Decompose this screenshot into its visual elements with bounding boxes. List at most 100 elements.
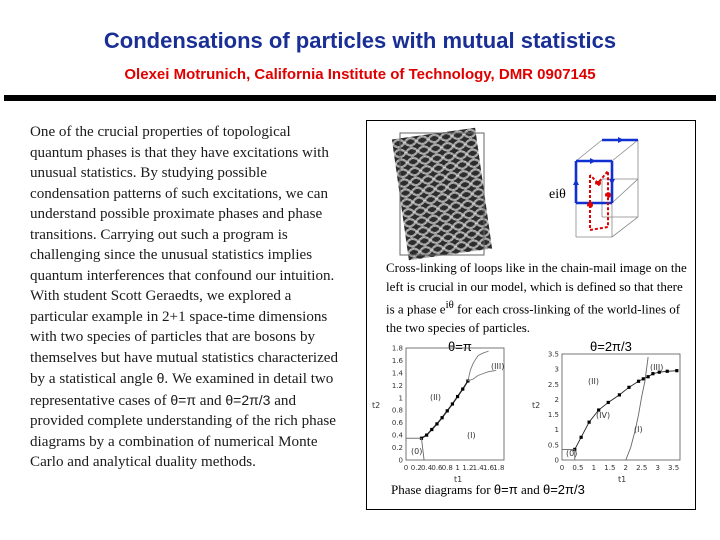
plot2-ytick: 2.5 xyxy=(548,381,559,389)
plot2-data-point xyxy=(617,393,622,397)
plot1-data-point xyxy=(461,387,465,391)
plot2-data-point xyxy=(641,377,645,381)
plot1-ytick: 0.4 xyxy=(392,432,404,440)
plot1-xtick: 0.8 xyxy=(442,464,453,472)
slide-subtitle: Olexei Motrunich, California Institute o… xyxy=(124,66,596,83)
plot2-data-point xyxy=(627,385,631,389)
theta-symbol: θ xyxy=(156,370,165,386)
plot1-region-II: (II) xyxy=(430,393,441,402)
plot2-ylabel: t2 xyxy=(532,401,540,410)
plot1-xtick: 1.2 xyxy=(462,464,473,472)
blue-worldline xyxy=(573,137,638,205)
plot2-region-IV: (IV) xyxy=(596,411,610,420)
plot2-ytick: 0.5 xyxy=(548,441,559,449)
plot1-ytick: 1.4 xyxy=(392,369,404,377)
plot1-data-point xyxy=(440,416,444,420)
body-paragraph: One of the crucial properties of topolog… xyxy=(30,122,344,473)
plot1-series-line xyxy=(467,350,489,382)
plot2-data-point xyxy=(675,369,679,373)
plot1-series-line xyxy=(421,438,425,461)
plot2-xtick: 3.5 xyxy=(668,464,679,472)
plot1-xtick: 1 xyxy=(455,464,459,472)
phase-diagram-theta-pi: 0 0.2 0.4 0.6 0.8 1 1.2 1.4 1.6 1.800.20.40.60.81… xyxy=(372,345,505,485)
plot2-data-point xyxy=(646,375,650,379)
plot2-data-point xyxy=(636,379,641,383)
plot2-series-line xyxy=(562,448,576,460)
plot1-series-line xyxy=(467,369,497,382)
caption2-text: Phase diagrams for xyxy=(391,482,494,497)
plot1-xtick: 0.6 xyxy=(431,464,443,472)
plot2-ytick: 1.5 xyxy=(548,411,559,419)
slide-title: Condensations of particles with mutual s… xyxy=(103,28,617,53)
figure-caption-2: Phase diagrams for θ=π and θ=2π/3 xyxy=(391,482,691,498)
body-text-part2: . We examined in detail two representati… xyxy=(30,371,334,409)
plot1-data-point xyxy=(450,402,455,406)
plot2-ytick: 3 xyxy=(555,366,559,374)
phase-label: eiθ xyxy=(549,187,566,202)
plot2-xtick: 0.5 xyxy=(572,464,583,472)
chain-mail-image xyxy=(391,127,493,261)
plot2-region-0: (0) xyxy=(566,449,577,458)
worldline-cube-diagram xyxy=(573,137,639,238)
plot2-xtick: 1.5 xyxy=(604,464,615,472)
plot2-ytick: 0 xyxy=(555,457,559,465)
plot2-data-point xyxy=(657,370,661,374)
plot2-axes-frame xyxy=(561,353,681,461)
plot2-ytick: 3.5 xyxy=(548,351,559,359)
plot1-axes-frame xyxy=(405,347,505,461)
plot2-xtick: 2 xyxy=(624,464,628,472)
case-theta-pi: θ=π xyxy=(170,391,197,408)
plot1-ytick: 1.2 xyxy=(392,382,403,390)
plot1-ytick: 0.8 xyxy=(392,407,403,415)
plot2-ytick: 1 xyxy=(555,426,559,434)
plot1-xtick: 0 xyxy=(404,464,408,472)
plot2-series-line xyxy=(625,356,649,461)
caption-superscript: iθ xyxy=(445,299,454,311)
plot2-data-point xyxy=(606,400,610,405)
plot2-xtick: 3 xyxy=(655,464,659,472)
plot1-data-point xyxy=(425,433,429,437)
plot1-xlabel: t1 xyxy=(454,475,462,484)
plot2-xtick: 2.5 xyxy=(636,464,647,472)
figure-frame xyxy=(366,120,696,510)
plot1-data-point xyxy=(430,427,434,432)
plot1-series-line xyxy=(421,380,469,439)
caption-text-b: for each cross-linking of the world-line… xyxy=(386,301,681,335)
plot1-ytick: 0.6 xyxy=(392,419,404,427)
divider-bar xyxy=(4,95,716,101)
plot2-data-point xyxy=(597,408,601,412)
caption2-case-2pi3: θ=2π/3 xyxy=(542,482,585,497)
plot1-data-point xyxy=(445,409,449,413)
plot2-xtick: 1 xyxy=(592,464,596,472)
body-and: and xyxy=(196,392,226,409)
plot2-xlabel: t1 xyxy=(618,475,626,484)
plot1-xtick: 1.8 xyxy=(493,464,504,472)
plot1-data-point xyxy=(455,394,460,399)
plot1-ytick: 0 xyxy=(399,457,403,465)
plot1-region-I: (I) xyxy=(467,431,476,440)
plot1-ytick: 1 xyxy=(399,394,403,402)
plot2-title: θ=2π/3 xyxy=(590,339,632,354)
plot2-region-I: (I) xyxy=(634,425,643,434)
plot2-ytick: 2 xyxy=(555,396,559,404)
plot1-ytick: 0.2 xyxy=(392,444,403,452)
plot2-data-point xyxy=(587,420,591,424)
plot1-ylabel: t2 xyxy=(372,401,380,410)
plot2-region-III: (III) xyxy=(650,363,663,372)
body-text-part3: and provided complete understanding of t… xyxy=(30,392,336,471)
case-theta-2pi3: θ=2π/3 xyxy=(225,391,271,408)
caption-text-a: Cross-linking of loops like in the chain… xyxy=(386,260,687,317)
plot1-region-0: (0) xyxy=(411,447,422,456)
figure-caption-1: Cross-linking of loops like in the chain… xyxy=(386,259,688,337)
plot2-data-point xyxy=(651,372,655,376)
plot1-xtick: 1.4 xyxy=(473,464,485,472)
plot1-ytick: 1.8 xyxy=(392,345,403,353)
plot1-data-point xyxy=(435,422,439,426)
plot1-title: θ=π xyxy=(448,339,472,354)
body-text-part1: One of the crucial properties of topolog… xyxy=(30,124,339,387)
plot2-data-point xyxy=(579,435,583,439)
plot1-region-III: (III) xyxy=(491,362,504,371)
caption2-case-pi: θ=π xyxy=(493,482,518,497)
plot2-xtick: 0 xyxy=(560,464,564,472)
plot1-ytick: 1.6 xyxy=(392,357,404,365)
